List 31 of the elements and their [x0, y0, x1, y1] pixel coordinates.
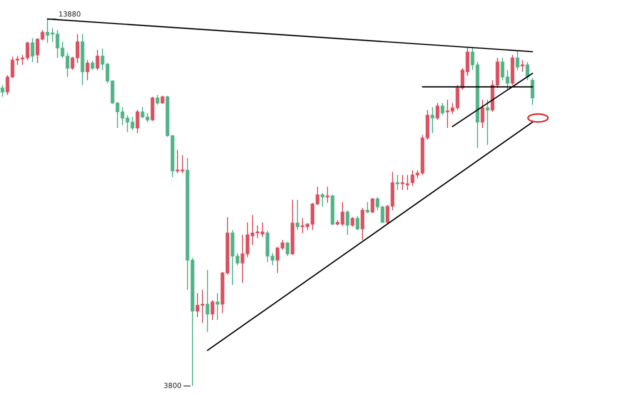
- candlestick: [486, 99, 490, 146]
- candlestick: [530, 78, 534, 106]
- candlestick: [526, 61, 530, 81]
- candlestick: [396, 174, 400, 191]
- candlestick: [520, 60, 524, 72]
- candlestick: [206, 270, 210, 333]
- candlestick: [440, 102, 444, 116]
- candlestick: [0, 84, 4, 98]
- candlestick: [370, 198, 374, 214]
- candlestick: [90, 60, 94, 71]
- candlestick: [366, 202, 370, 214]
- candlestick: [216, 292, 220, 320]
- candlestick: [356, 216, 360, 231]
- candlestick: [30, 38, 34, 62]
- candlestick: [136, 110, 140, 134]
- candlestick: [86, 60, 90, 81]
- candlestick: [360, 208, 364, 240]
- candlestick: [480, 99, 484, 128]
- candlestick: [350, 216, 354, 228]
- candlestick: [96, 49, 100, 71]
- candlestick: [430, 106, 434, 134]
- candlestick: [326, 186, 330, 204]
- candlestick: [150, 96, 154, 122]
- candlestick: [156, 94, 160, 106]
- candlestick: [296, 199, 300, 231]
- candlestick: [320, 192, 324, 208]
- candlestick: [210, 300, 214, 320]
- candlestick: [516, 50, 520, 71]
- candlestick: [286, 242, 290, 257]
- candlestick: [346, 210, 350, 236]
- candlestick: [436, 102, 440, 120]
